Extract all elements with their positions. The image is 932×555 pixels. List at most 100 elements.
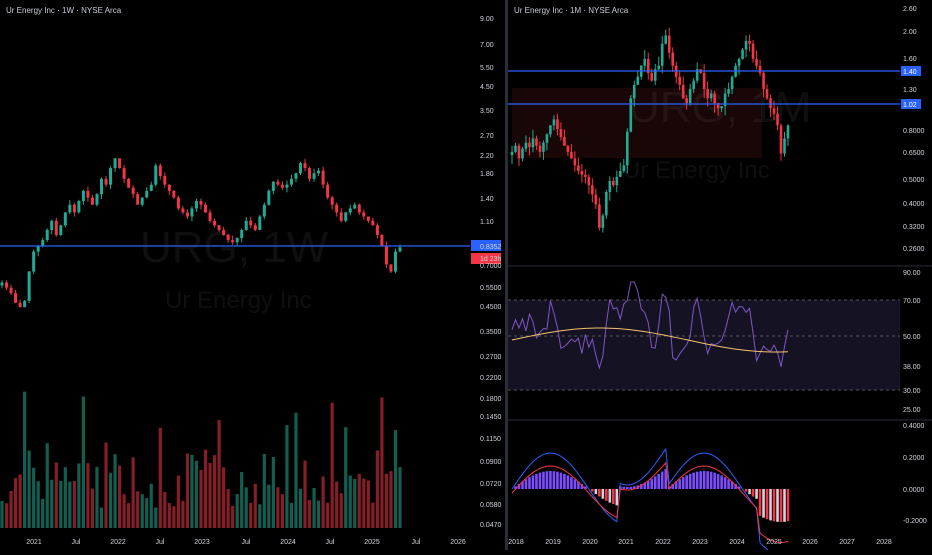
candle-body: [340, 212, 343, 220]
volume-bar: [331, 403, 334, 528]
candle-body: [209, 212, 212, 220]
macd-histogram-bar: [661, 472, 664, 489]
volume-bar: [240, 472, 243, 528]
candle-body: [689, 89, 692, 103]
candle-body: [609, 181, 612, 192]
rsi-axis-label: 38.00: [903, 364, 921, 371]
candle-body: [114, 158, 117, 168]
chart-title: Ur Energy Inc · 1M · NYSE Arca: [514, 6, 628, 15]
macd-histogram-bar: [549, 471, 552, 489]
candle-body: [539, 146, 542, 152]
candle-body: [542, 143, 545, 152]
candle-body: [82, 191, 85, 201]
volume-bar: [385, 474, 388, 528]
rsi-axis-label: 90.00: [903, 270, 921, 277]
macd-histogram-bar: [595, 489, 598, 494]
candle-body: [703, 73, 706, 89]
macd-line: [512, 449, 788, 550]
candle-body: [636, 77, 639, 85]
candle-body: [738, 59, 741, 66]
price-axis-label: 5.50: [480, 65, 494, 72]
macd-histogram-bar: [745, 489, 748, 492]
price-axis-label: 0.0470: [480, 522, 502, 529]
volume-bar: [272, 457, 275, 528]
candle-body: [353, 205, 356, 209]
price-axis-label: 0.1800: [480, 396, 502, 403]
candle-body: [335, 205, 338, 213]
macd-histogram-bar: [629, 487, 632, 489]
time-axis-label: 2024: [280, 539, 296, 546]
candle-body: [95, 194, 98, 205]
time-axis-label: 2021: [26, 539, 42, 546]
candle-body: [528, 143, 531, 147]
volume-bar: [199, 470, 202, 528]
candle-body: [780, 125, 783, 153]
candle-body: [755, 59, 758, 66]
price-axis-label: 0.4000: [903, 201, 925, 208]
volume-bar: [227, 489, 230, 528]
candle-body: [313, 173, 316, 179]
candle-body: [50, 221, 53, 230]
price-axis-label: 0.8000: [903, 128, 925, 135]
price-axis-label: 1.10: [480, 219, 494, 226]
candle-body: [766, 89, 769, 98]
candle-body: [236, 238, 239, 242]
weekly-chart-pane[interactable]: Ur Energy Inc · 1W · NYSE Arca URG, 1W U…: [0, 0, 505, 550]
macd-histogram-bar: [528, 477, 531, 489]
candle-body: [317, 171, 320, 174]
candle-body: [668, 36, 671, 53]
volume-bar: [123, 494, 126, 528]
price-axis-label: 0.0720: [480, 481, 502, 488]
monthly-chart-pane[interactable]: Ur Energy Inc · 1M · NYSE Arca URG, 1M U…: [508, 0, 932, 550]
volume-bar: [267, 485, 270, 528]
price-axis[interactable]: 9.007.005.504.503.502.702.201.801.401.10…: [471, 16, 502, 529]
candle-body: [123, 168, 126, 179]
time-axis-label: 2025: [364, 539, 380, 546]
candle-body: [720, 106, 723, 108]
time-axis-label: 2023: [692, 539, 708, 546]
volume-bar: [294, 413, 297, 528]
candle-body: [136, 194, 139, 205]
volume-bar: [371, 503, 374, 528]
macd-histogram-bar: [689, 474, 692, 489]
volume-bar: [335, 482, 338, 528]
candle-body: [584, 175, 587, 177]
candle-body: [741, 50, 744, 59]
macd-histogram-bar: [748, 489, 751, 494]
weekly-chart-svg[interactable]: URG, 1W Ur Energy Inc 9.007.005.504.503.…: [0, 0, 505, 550]
macd-histogram-bar: [612, 489, 615, 504]
price-axis-label: 0.1150: [480, 436, 501, 443]
candle-body: [748, 41, 751, 44]
volume-bar: [46, 443, 49, 528]
volume-bar: [322, 476, 325, 528]
candle-body: [616, 177, 619, 185]
price-axis-label: 1.40: [480, 196, 494, 203]
volume-bar: [172, 506, 175, 528]
volume-bar: [389, 471, 392, 528]
candle-body: [5, 283, 8, 288]
watermark-symbol: URG, 1W: [140, 223, 329, 272]
candle-body: [643, 59, 646, 66]
macd-indicator: [512, 449, 789, 550]
rsi-axis-label: 70.00: [903, 298, 921, 305]
volume-bar: [132, 457, 135, 528]
candle-body: [385, 246, 388, 265]
monthly-chart-svg[interactable]: URG, 1M Ur Energy Inc 1.401.02 2.602.001…: [508, 0, 932, 550]
volume-bar: [154, 507, 157, 528]
candle-body: [525, 143, 528, 149]
candle-body: [322, 171, 325, 185]
macd-axis-label: 0.2000: [903, 455, 925, 462]
candle-body: [380, 235, 383, 246]
candle-body: [263, 205, 266, 217]
candle-body: [73, 205, 76, 213]
candle-body: [349, 208, 352, 212]
macd-histogram-bar: [591, 489, 594, 492]
candle-body: [186, 212, 189, 216]
volume-bar: [326, 503, 329, 528]
candle-body: [14, 293, 17, 303]
candle-body: [163, 176, 166, 185]
candle-body: [602, 215, 605, 227]
candle-body: [787, 125, 790, 138]
